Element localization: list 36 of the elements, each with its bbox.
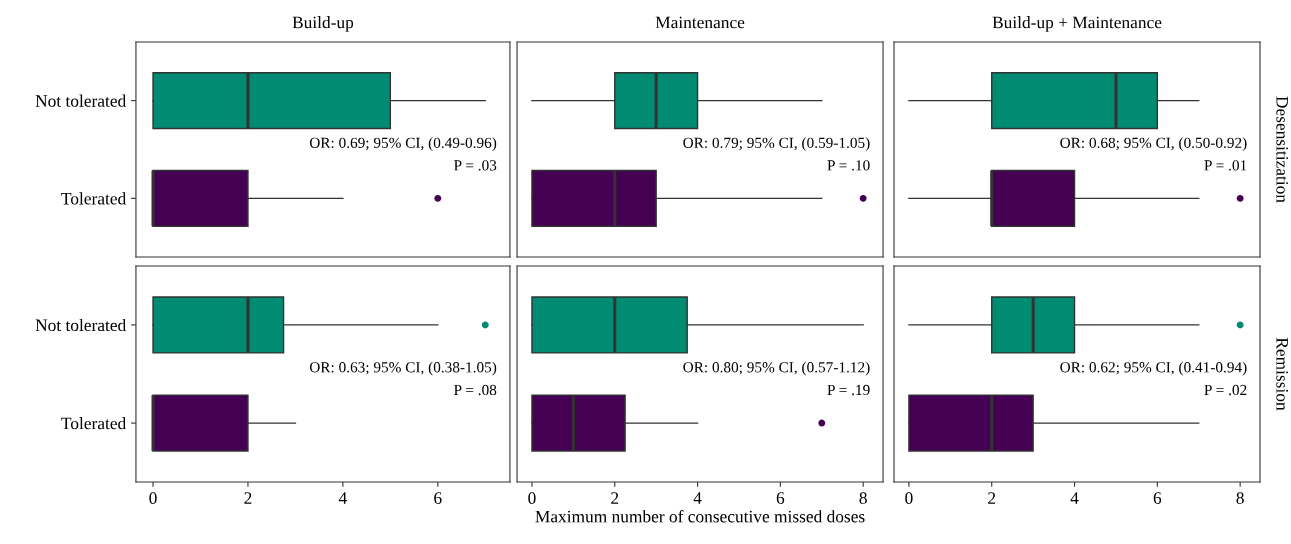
x-tick-label: 6 [434,492,442,504]
y-tick-label: Tolerated [61,417,127,430]
chart-title: Build-up [292,16,354,32]
y2-axis-title: Remission [1276,337,1289,411]
annotation: OR: 0.63; 95% CI, (0.38-1.05) [309,361,497,376]
annotation: OR: 0.62; 95% CI, (0.41-0.94) [1060,361,1247,376]
annotation: OR: 0.79; 95% CI, (0.59-1.05) [683,137,870,152]
annotation: P = .02 [1204,384,1247,396]
x-tick-label: 4 [693,492,702,504]
annotation: P = .03 [454,160,497,171]
x-tick-label: 6 [776,492,785,504]
y2-axis-title: Desensitization [1276,96,1289,203]
annotation: OR: 0.68; 95% CI, (0.50-0.92) [1060,137,1247,152]
x-tick-label: 0 [905,492,913,504]
annotation: P = .19 [827,384,870,396]
x-tick-label: 6 [1153,492,1162,504]
x-tick-label: 2 [611,492,619,504]
x-tick-label: 4 [1070,492,1079,504]
x-tick-label: 2 [244,492,252,504]
x-tick-label: 8 [859,492,867,504]
annotation: P = .10 [827,160,870,171]
x-axis-title: Maximum number of consecutive missed doses [535,510,865,523]
chart-title: Maintenance [655,16,745,29]
annotation: OR: 0.80; 95% CI, (0.57-1.12) [683,361,870,376]
x-tick-label: 0 [149,492,157,504]
y-tick-label: Not tolerated [35,94,127,107]
x-tick-label: 0 [528,492,536,504]
annotation: P = .08 [454,384,497,396]
x-tick-label: 8 [1236,492,1244,504]
annotation: OR: 0.69; 95% CI, (0.49-0.96) [309,137,497,152]
x-tick-label: 4 [338,492,347,504]
chart-title: Build-up + Maintenance [992,16,1162,32]
y-tick-label: Tolerated [61,192,127,205]
annotation: P = .01 [1204,160,1247,171]
y-tick-label: Not tolerated [35,318,127,332]
x-tick-label: 2 [988,492,996,504]
